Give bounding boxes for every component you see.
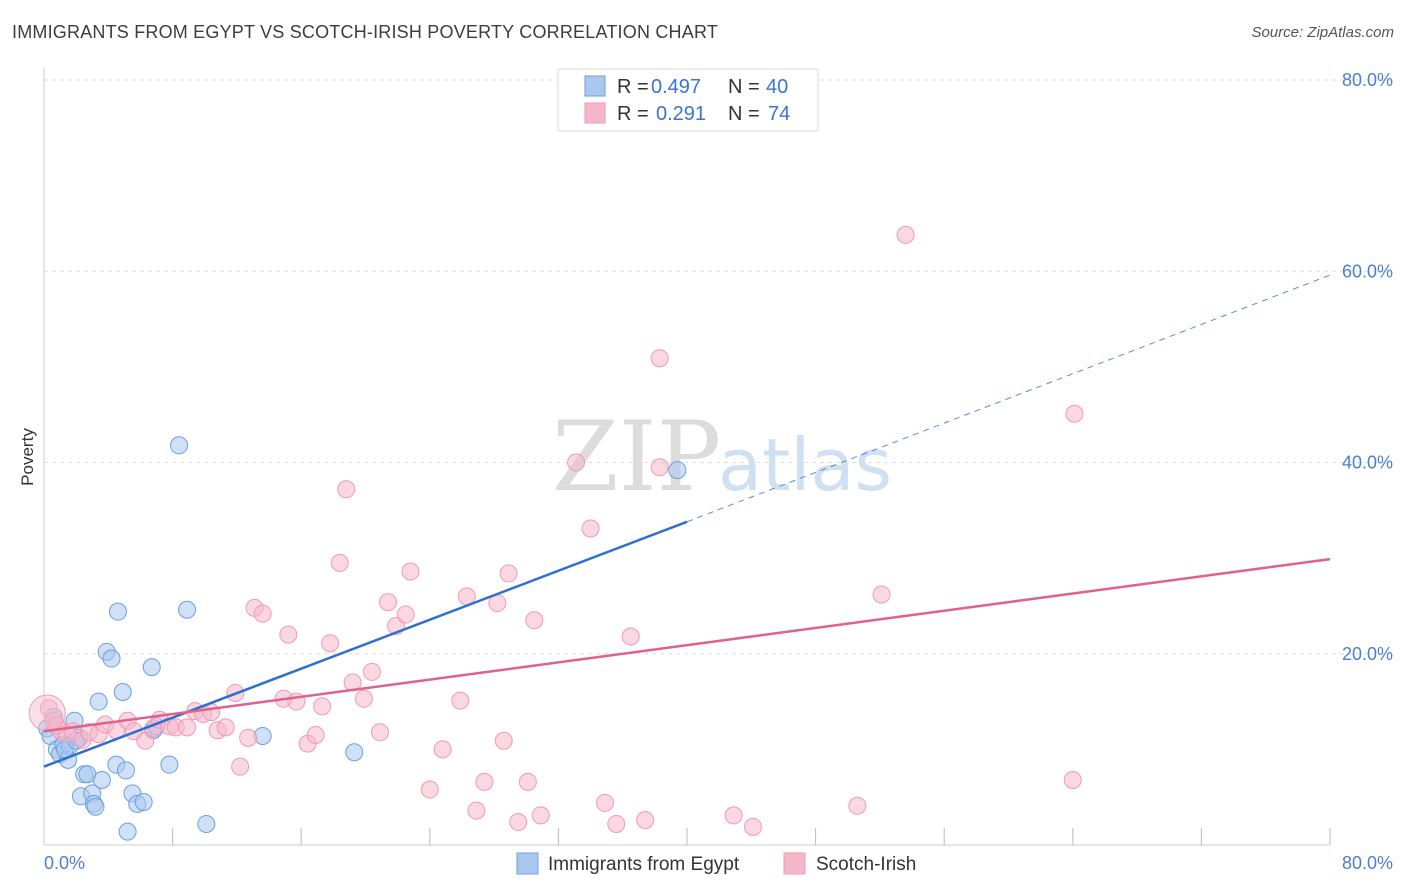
- data-point: [306, 726, 325, 745]
- data-point: [848, 796, 867, 815]
- data-point: [743, 817, 762, 836]
- legend-swatch-egypt: [584, 75, 606, 97]
- data-point: [475, 772, 494, 791]
- bottom-legend-swatch-egypt: [516, 852, 539, 875]
- axes: 20.0% 40.0% 60.0% 80.0% 0.0% 80.0%: [43, 68, 1393, 873]
- legend: R = 0.497 N = 40 R = 0.291 N = 74: [557, 68, 819, 132]
- grid: [44, 79, 1392, 655]
- data-point: [668, 461, 687, 480]
- legend-r-label-scotch-irish: R =: [617, 103, 649, 125]
- data-point: [86, 797, 105, 816]
- data-point: [345, 743, 364, 762]
- data-point: [396, 605, 415, 624]
- data-point: [142, 658, 161, 677]
- data-point: [362, 662, 381, 681]
- data-point: [279, 625, 298, 644]
- bottom-legend: Immigrants from Egypt Scotch-Irish: [516, 852, 916, 875]
- data-point: [239, 728, 258, 747]
- data-point: [518, 772, 537, 791]
- data-point: [321, 634, 340, 653]
- data-point: [113, 683, 132, 701]
- data-point: [134, 792, 153, 811]
- x-tick-label-end: 80.0%: [1342, 853, 1393, 873]
- trend-lines: [43, 274, 1331, 768]
- legend-n-label-scotch-irish: N =: [728, 103, 760, 125]
- data-point: [650, 458, 669, 477]
- trend-line-extension-egypt: [686, 274, 1331, 523]
- series-scotch-irish: [39, 225, 1084, 836]
- data-point: [872, 585, 891, 604]
- x-tick-label-start: 0.0%: [44, 853, 85, 873]
- data-point: [178, 718, 197, 737]
- data-point: [116, 761, 135, 780]
- data-point: [253, 604, 272, 623]
- data-points: [28, 225, 1084, 841]
- bottom-legend-swatch-scotch-irish: [783, 852, 806, 875]
- data-point: [379, 593, 398, 612]
- data-point: [420, 780, 439, 799]
- data-point: [1065, 404, 1084, 423]
- y-tick-label-60: 60.0%: [1342, 261, 1393, 281]
- watermark-atlas: atlas: [718, 423, 892, 507]
- data-point: [499, 564, 518, 583]
- data-point: [494, 731, 513, 750]
- legend-n-value-egypt: 40: [766, 76, 788, 98]
- data-point: [197, 814, 216, 833]
- watermark: ZIP atlas: [552, 401, 892, 513]
- data-point: [724, 806, 743, 825]
- data-point: [636, 811, 655, 830]
- data-point: [118, 822, 137, 841]
- data-point: [354, 689, 373, 708]
- trend-line-egypt: [43, 520, 688, 768]
- chart-source: Source: ZipAtlas.com: [1251, 24, 1394, 41]
- bottom-legend-label-scotch-irish: Scotch-Irish: [816, 854, 916, 875]
- data-point-cluster: [28, 694, 66, 732]
- data-point: [102, 649, 121, 668]
- data-point: [531, 806, 550, 825]
- data-point: [509, 813, 528, 832]
- data-point: [89, 692, 108, 711]
- data-point: [337, 480, 356, 499]
- data-point: [451, 691, 470, 710]
- data-point: [216, 718, 235, 737]
- legend-r-value-scotch-irish: 0.291: [656, 103, 706, 125]
- data-point: [567, 453, 586, 472]
- data-point: [178, 600, 197, 619]
- data-point: [170, 436, 189, 455]
- y-tick-label-80: 80.0%: [1342, 70, 1393, 90]
- data-point: [596, 793, 615, 812]
- data-point: [525, 611, 544, 630]
- legend-n-label-egypt: N =: [728, 76, 760, 98]
- legend-r-label-egypt: R =: [617, 76, 649, 98]
- chart-title: IMMIGRANTS FROM EGYPT VS SCOTCH-IRISH PO…: [12, 22, 719, 42]
- data-point: [607, 814, 626, 833]
- legend-r-value-egypt: 0.497: [651, 76, 701, 98]
- bottom-legend-label-egypt: Immigrants from Egypt: [548, 854, 740, 875]
- y-tick-label-40: 40.0%: [1342, 453, 1393, 473]
- data-point: [231, 757, 250, 776]
- y-axis-label: Poverty: [18, 428, 37, 486]
- legend-swatch-scotch-irish: [584, 102, 606, 124]
- data-point: [433, 740, 452, 759]
- data-point: [370, 723, 389, 742]
- data-point: [330, 553, 349, 572]
- data-point: [1063, 770, 1082, 789]
- data-point: [650, 349, 669, 368]
- data-point: [92, 770, 111, 789]
- y-tick-label-20: 20.0%: [1342, 644, 1393, 664]
- legend-n-value-scotch-irish: 74: [768, 103, 790, 125]
- data-point: [896, 225, 915, 244]
- data-point: [621, 627, 640, 646]
- data-point: [108, 602, 127, 621]
- data-point: [581, 519, 600, 538]
- data-point: [401, 562, 420, 581]
- data-point: [313, 697, 332, 716]
- data-point: [467, 801, 486, 820]
- data-point: [160, 755, 179, 774]
- trend-line-scotch-irish: [43, 557, 1331, 733]
